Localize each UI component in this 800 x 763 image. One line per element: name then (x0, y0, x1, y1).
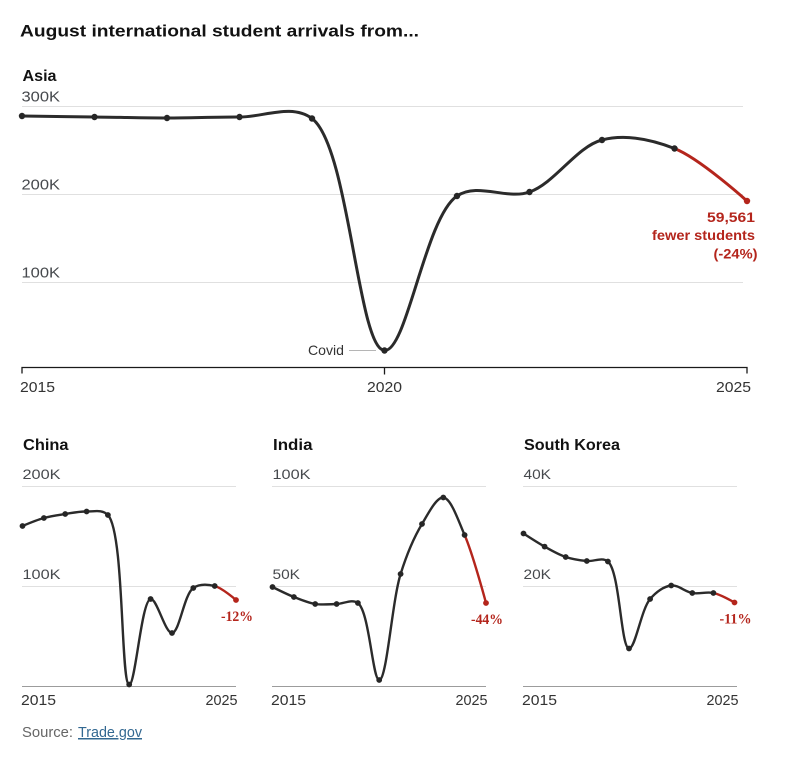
svg-text:Asia: Asia (23, 68, 57, 85)
svg-text:59,561: 59,561 (707, 209, 755, 225)
svg-text:2025: 2025 (716, 379, 751, 396)
svg-text:2025: 2025 (206, 692, 238, 709)
svg-text:-11%: -11% (720, 612, 752, 628)
svg-text:20K: 20K (524, 566, 552, 582)
svg-text:2025: 2025 (456, 692, 488, 709)
svg-text:Covid: Covid (308, 342, 344, 358)
svg-text:India: India (273, 437, 313, 454)
svg-text:200K: 200K (22, 177, 61, 194)
svg-text:fewer students: fewer students (652, 227, 755, 243)
svg-text:Trade.gov: Trade.gov (78, 724, 142, 741)
svg-text:August international student a: August international student arrivals fr… (20, 22, 419, 41)
svg-text:50K: 50K (273, 566, 301, 582)
svg-text:-12%: -12% (221, 609, 253, 625)
svg-text:100K: 100K (22, 265, 61, 282)
svg-text:Source:: Source: (22, 724, 73, 741)
svg-text:2015: 2015 (20, 379, 55, 396)
svg-text:300K: 300K (22, 89, 61, 106)
svg-text:South Korea: South Korea (524, 437, 620, 454)
svg-text:200K: 200K (23, 466, 62, 482)
svg-text:2015: 2015 (271, 692, 306, 709)
svg-text:China: China (23, 437, 69, 454)
svg-text:-44%: -44% (471, 612, 503, 628)
svg-text:2015: 2015 (21, 692, 56, 709)
svg-text:2015: 2015 (522, 692, 557, 709)
svg-text:(-24%): (-24%) (714, 246, 758, 262)
svg-text:100K: 100K (23, 566, 62, 582)
svg-text:2020: 2020 (367, 379, 402, 396)
svg-text:40K: 40K (524, 466, 552, 482)
svg-text:2025: 2025 (707, 692, 739, 709)
svg-text:100K: 100K (273, 466, 312, 482)
